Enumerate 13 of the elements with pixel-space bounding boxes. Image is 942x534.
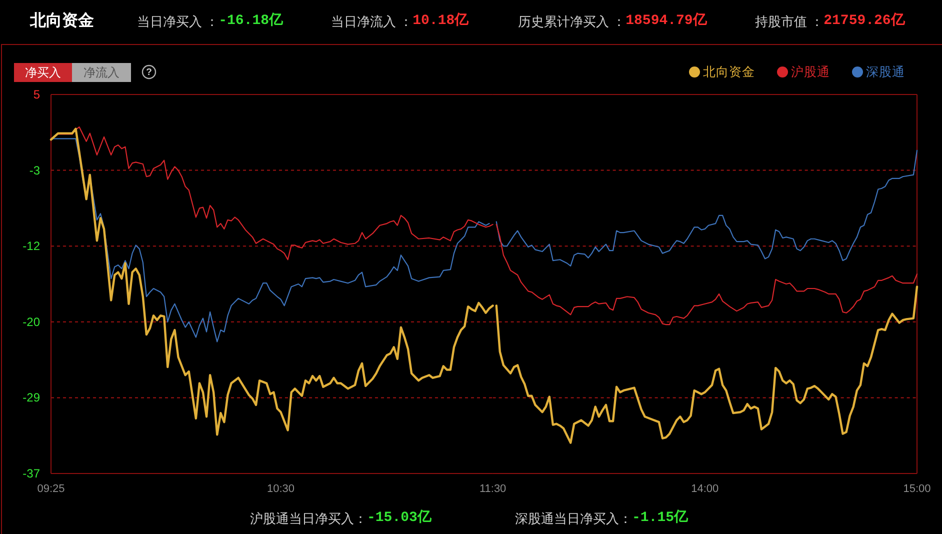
legend-label: 深股通 (866, 65, 905, 79)
annotation: ? (142, 64, 156, 80)
annotation: 净流入 (72, 63, 131, 82)
title: 北向资金 (30, 12, 94, 30)
annotation: 历史累计净买入 ：18594.79亿 (518, 13, 707, 29)
annotation: 净买入 (14, 63, 72, 82)
legend-label: 北向资金 (703, 65, 755, 79)
legend-label: 沪股通 (791, 64, 830, 79)
annotation: 沪股通当日净买入：-15.03亿 (250, 510, 432, 526)
annotation: 持股市值 ：21759.26亿 (755, 13, 905, 29)
annotation: 当日净买入 ：-16.18亿 (137, 13, 284, 29)
annotation: 当日净流入 ：10.18亿 (331, 13, 469, 29)
annotation: 深股通当日净买入：-1.15亿 (515, 510, 688, 526)
